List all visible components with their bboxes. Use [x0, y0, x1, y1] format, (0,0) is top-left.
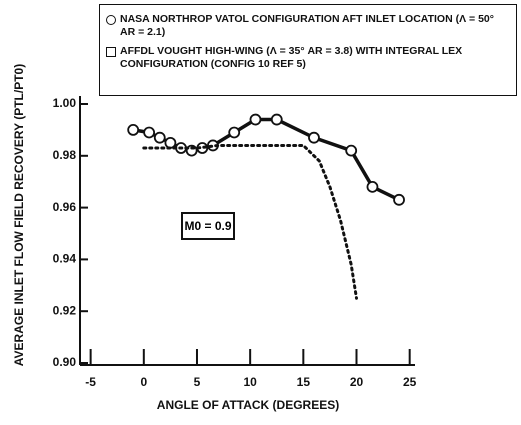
legend-label: AFFDL VOUGHT HIGH-WING (Λ = 35° AR = 3.8… [120, 45, 463, 70]
series-line [142, 143, 359, 300]
data-point [270, 113, 283, 126]
x-tick-label: 25 [403, 375, 417, 389]
x-axis-label: ANGLE OF ATTACK (DEGREES) [157, 398, 339, 412]
data-point [249, 113, 262, 126]
x-tick-label: 15 [297, 375, 311, 389]
legend-label: NASA NORTHROP VATOL CONFIGURATION AFT IN… [120, 13, 494, 38]
data-point [345, 144, 358, 157]
annotation: M0 = 0.9 [181, 212, 235, 240]
y-axis-label: AVERAGE INLET FLOW FIELD RECOVERY (PTL/P… [12, 64, 26, 366]
x-tick-label: 20 [350, 375, 364, 389]
legend-symbol [106, 15, 116, 25]
y-tick-label: 0.90 [53, 355, 77, 369]
y-tick-label: 0.92 [53, 303, 77, 317]
series-line [131, 117, 401, 202]
legend-entry: NASA NORTHROP VATOL CONFIGURATION AFT IN… [104, 13, 512, 39]
x-tick-label: 5 [194, 375, 201, 389]
y-tick-label: 0.98 [53, 148, 77, 162]
legend-entry: AFFDL VOUGHT HIGH-WING (Λ = 35° AR = 3.8… [104, 45, 512, 71]
data-point [153, 131, 166, 144]
y-tick-label: 1.00 [53, 96, 77, 110]
y-tick-label: 0.94 [53, 252, 77, 266]
data-point [164, 136, 177, 149]
data-point [127, 123, 140, 136]
legend-symbol [106, 47, 116, 57]
data-point [366, 180, 379, 193]
y-tick-label: 0.96 [53, 200, 77, 214]
data-point [143, 126, 156, 139]
data-point [308, 131, 320, 144]
x-tick-label: -5 [85, 375, 96, 389]
x-tick-label: 0 [140, 375, 147, 389]
x-tick-label: 10 [243, 375, 257, 389]
data-point [228, 126, 241, 139]
data-point [393, 193, 405, 206]
legend: NASA NORTHROP VATOL CONFIGURATION AFT IN… [99, 4, 517, 96]
